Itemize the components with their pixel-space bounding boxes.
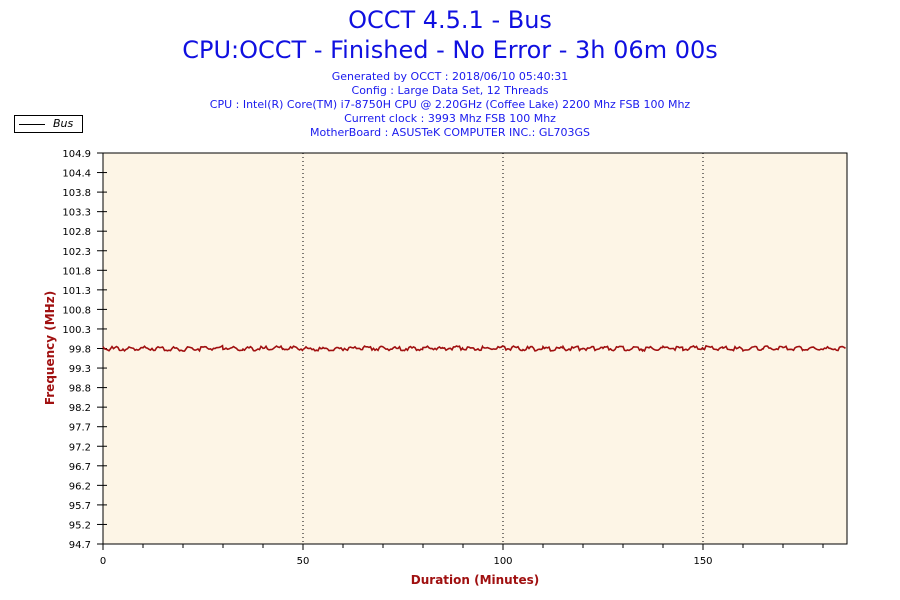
y-tick-label: 101.3	[62, 286, 91, 297]
x-tick-label: 150	[693, 556, 712, 567]
y-tick-label: 94.7	[69, 540, 91, 551]
legend-label: Bus	[53, 117, 74, 130]
info-cpu: CPU : Intel(R) Core(TM) i7-8750H CPU @ 2…	[209, 98, 691, 111]
series-line-bus	[102, 344, 846, 353]
y-tick-label: 103.3	[62, 208, 91, 219]
y-tick-label: 100.8	[62, 305, 91, 316]
y-tick-label: 97.7	[69, 423, 91, 434]
chart-title: OCCT 4.5.1 - Bus	[348, 6, 552, 34]
y-tick-label: 102.8	[62, 227, 91, 238]
info-config: Config : Large Data Set, 12 Threads	[351, 84, 549, 97]
y-tick-label: 98.8	[69, 384, 91, 395]
y-tick-label: 99.8	[69, 345, 91, 356]
x-tick-label: 50	[297, 556, 310, 567]
y-tick-label: 100.3	[62, 325, 91, 336]
y-tick-label: 95.7	[69, 501, 91, 512]
y-tick-label: 104.4	[62, 169, 91, 180]
y-tick-label: 97.2	[69, 442, 91, 453]
legend: Bus	[14, 115, 83, 133]
y-tick-label: 96.2	[69, 481, 91, 492]
y-tick-label: 96.7	[69, 462, 91, 473]
y-axis-label: Frequency (MHz)	[43, 291, 57, 405]
y-tick-label: 104.9	[62, 149, 91, 160]
y-tick-label: 102.3	[62, 247, 91, 258]
x-tick-label: 100	[493, 556, 512, 567]
chart-subtitle: CPU:OCCT - Finished - No Error - 3h 06m …	[182, 36, 718, 64]
legend-swatch	[19, 124, 45, 125]
y-tick-label: 103.8	[62, 188, 91, 199]
y-tick-label: 98.2	[69, 403, 91, 414]
x-tick-label: 0	[100, 556, 106, 567]
y-tick-label: 101.8	[62, 266, 91, 277]
info-clock: Current clock : 3993 Mhz FSB 100 Mhz	[344, 112, 556, 125]
y-tick-label: 95.2	[69, 520, 91, 531]
x-axis-label: Duration (Minutes)	[411, 573, 539, 587]
info-generated: Generated by OCCT : 2018/06/10 05:40:31	[331, 70, 569, 83]
info-motherboard: MotherBoard : ASUSTeK COMPUTER INC.: GL7…	[309, 126, 591, 139]
y-tick-label: 99.3	[69, 364, 91, 375]
